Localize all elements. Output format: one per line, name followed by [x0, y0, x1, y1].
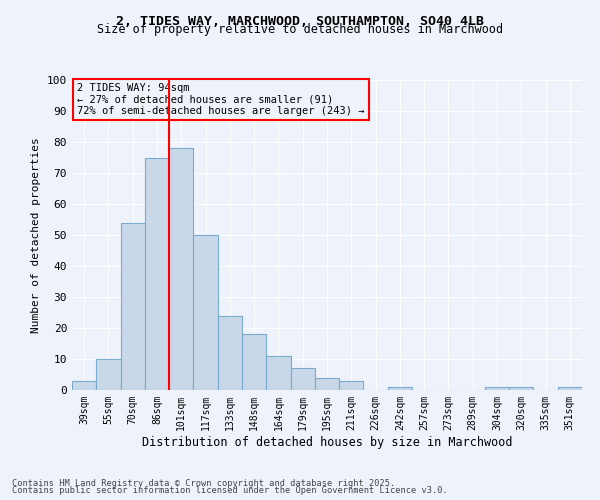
Bar [96, 359, 121, 390]
Text: Contains HM Land Registry data © Crown copyright and database right 2025.: Contains HM Land Registry data © Crown c… [12, 478, 395, 488]
Bar [169, 148, 193, 390]
Bar [485, 387, 509, 390]
Bar [315, 378, 339, 390]
Bar [242, 334, 266, 390]
Text: 2 TIDES WAY: 94sqm
← 27% of detached houses are smaller (91)
72% of semi-detache: 2 TIDES WAY: 94sqm ← 27% of detached hou… [77, 83, 365, 116]
Bar [558, 387, 582, 390]
Bar [72, 380, 96, 390]
Bar [121, 222, 145, 390]
Bar [509, 387, 533, 390]
Bar [193, 235, 218, 390]
Text: Contains public sector information licensed under the Open Government Licence v3: Contains public sector information licen… [12, 486, 448, 495]
Text: 2, TIDES WAY, MARCHWOOD, SOUTHAMPTON, SO40 4LB: 2, TIDES WAY, MARCHWOOD, SOUTHAMPTON, SO… [116, 15, 484, 28]
Bar [145, 158, 169, 390]
Bar [218, 316, 242, 390]
Y-axis label: Number of detached properties: Number of detached properties [31, 137, 41, 333]
Text: Size of property relative to detached houses in Marchwood: Size of property relative to detached ho… [97, 22, 503, 36]
Bar [266, 356, 290, 390]
X-axis label: Distribution of detached houses by size in Marchwood: Distribution of detached houses by size … [142, 436, 512, 448]
Bar [388, 387, 412, 390]
Bar [290, 368, 315, 390]
Bar [339, 380, 364, 390]
